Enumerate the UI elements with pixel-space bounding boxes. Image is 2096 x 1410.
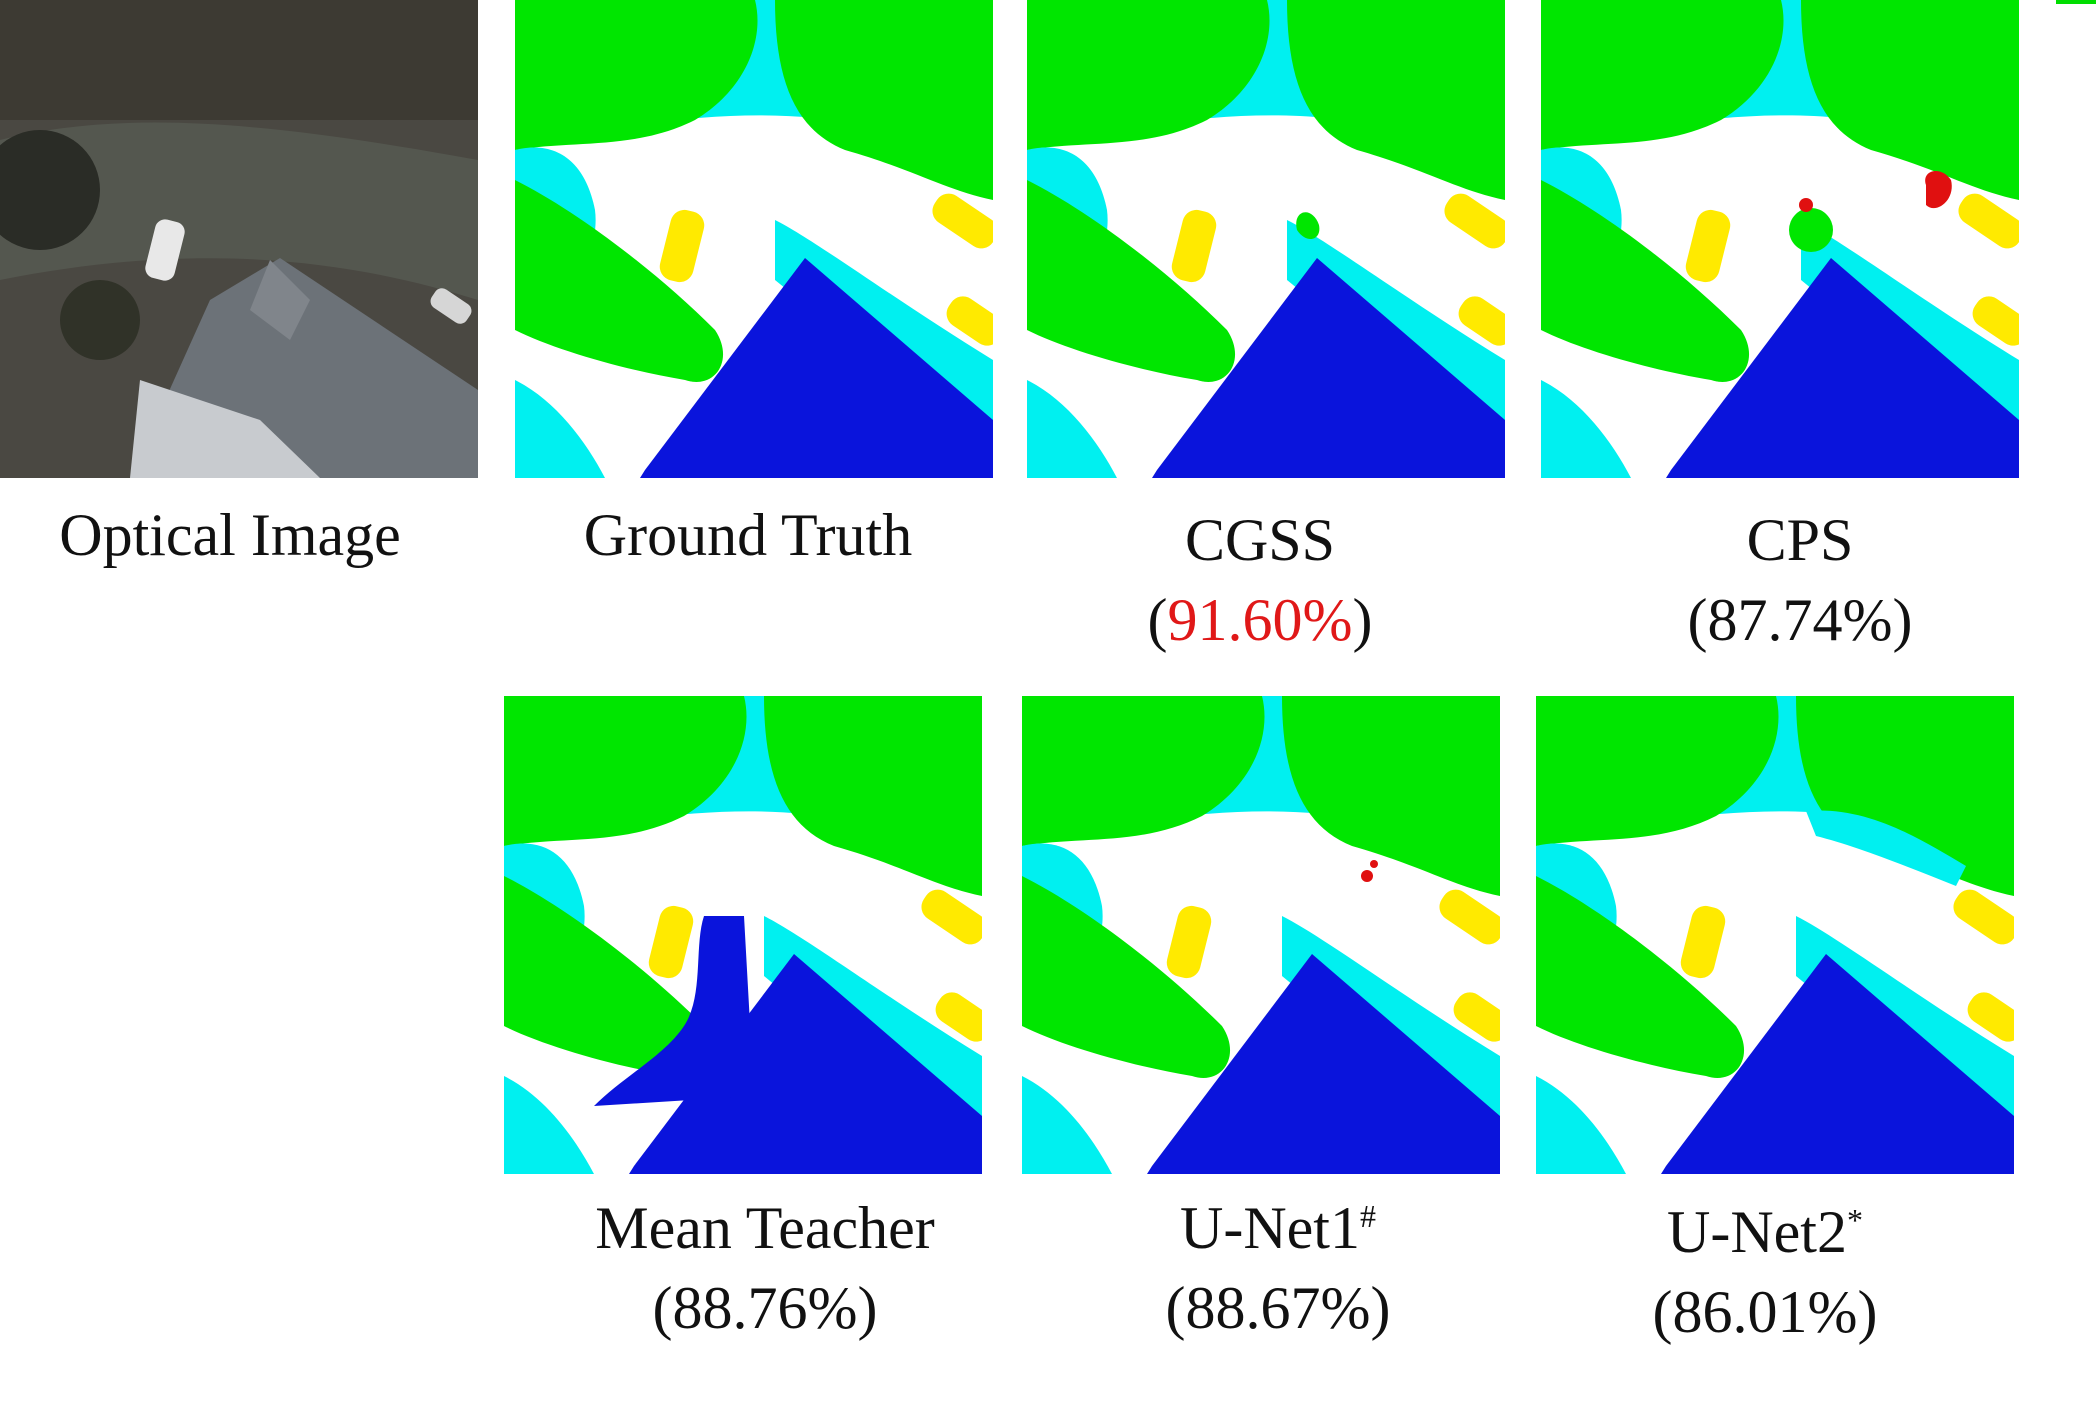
caption-unet1: U-Net1# (88.67%): [1018, 1188, 1538, 1348]
cps-score: (87.74%): [1687, 587, 1913, 653]
edge-mark: [2056, 0, 2096, 4]
cps-map: [1541, 0, 2019, 478]
optical-image: [0, 0, 478, 478]
mean-teacher-score: (88.76%): [652, 1275, 878, 1341]
caption-ground-truth: Ground Truth: [583, 502, 913, 568]
ground-truth-map: [515, 0, 993, 478]
caption-unet2: U-Net2* (86.01%): [1505, 1192, 2025, 1352]
caption-mean-teacher: Mean Teacher (88.76%): [505, 1188, 1025, 1348]
optical-image-panel: [0, 0, 478, 478]
caption-cps: CPS (87.74%): [1540, 500, 2060, 660]
caption-optical-image: Optical Image: [59, 502, 401, 568]
mean-teacher-map: [504, 696, 982, 1174]
cgss-map: [1027, 0, 1505, 478]
caption-cgss: CGSS (91.60%): [1000, 500, 1520, 660]
cgss-score: (91.60%): [1147, 587, 1373, 653]
unet2-score: (86.01%): [1652, 1279, 1878, 1345]
unet1-map: [1022, 696, 1500, 1174]
unet1-score: (88.67%): [1165, 1275, 1391, 1341]
unet2-map: [1536, 696, 2014, 1174]
